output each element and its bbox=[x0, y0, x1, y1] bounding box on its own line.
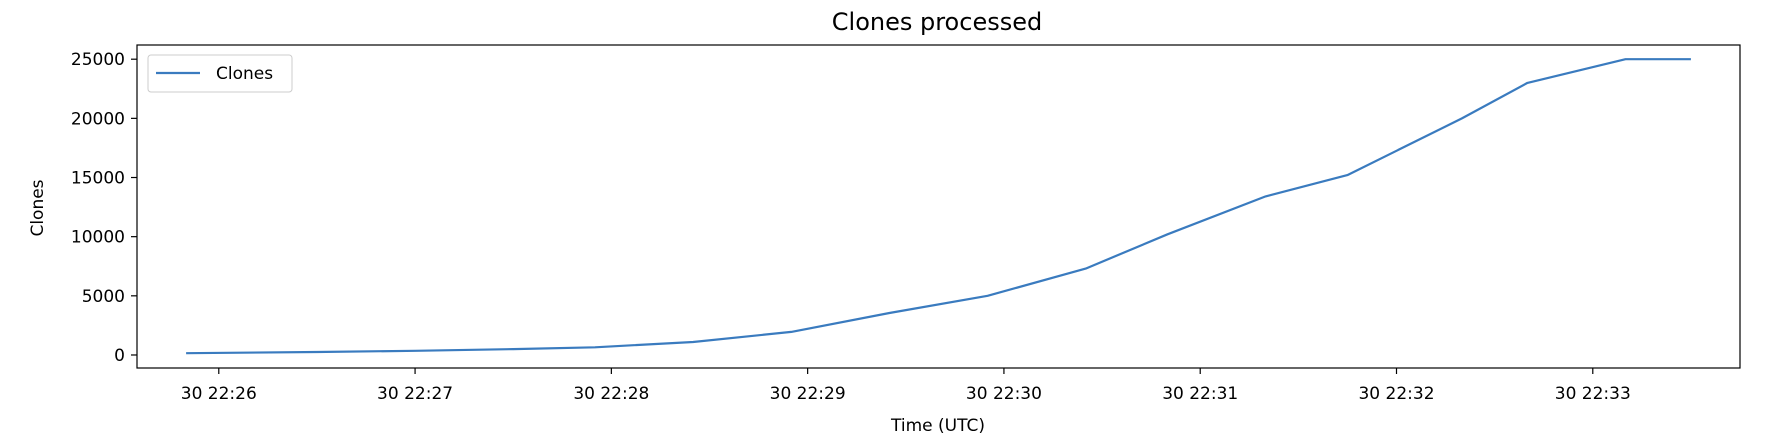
y-axis: 0 5000 10000 15000 20000 25000 bbox=[71, 50, 137, 366]
x-tick-label: 30 22:28 bbox=[573, 384, 649, 404]
x-tick-label: 30 22:31 bbox=[1162, 384, 1238, 404]
y-axis-label: Clones bbox=[28, 179, 48, 236]
x-axis-label: Time (UTC) bbox=[890, 416, 985, 436]
plot-frame bbox=[136, 44, 1741, 369]
x-tick-label: 30 22:29 bbox=[770, 384, 846, 404]
x-tick-label: 30 22:26 bbox=[181, 384, 257, 404]
y-tick-label: 0 bbox=[114, 346, 125, 366]
y-tick-label: 10000 bbox=[71, 228, 125, 248]
x-tick-label: 30 22:33 bbox=[1555, 384, 1631, 404]
x-tick-label: 30 22:27 bbox=[377, 384, 453, 404]
y-tick-label: 20000 bbox=[71, 109, 125, 129]
y-tick-label: 15000 bbox=[71, 169, 125, 189]
y-tick-label: 5000 bbox=[82, 287, 125, 307]
x-axis: 30 22:26 30 22:27 30 22:28 30 22:29 30 22:30… bbox=[181, 368, 1631, 404]
chart-title: Clones processed bbox=[832, 8, 1042, 36]
plot-area bbox=[186, 58, 1691, 355]
legend: Clones bbox=[147, 54, 293, 93]
y-tick-label: 25000 bbox=[71, 50, 125, 70]
series-line-clones bbox=[186, 58, 1691, 355]
x-tick-label: 30 22:30 bbox=[966, 384, 1042, 404]
legend-box bbox=[147, 54, 293, 93]
legend-label-clones: Clones bbox=[216, 64, 273, 84]
x-tick-label: 30 22:32 bbox=[1358, 384, 1434, 404]
